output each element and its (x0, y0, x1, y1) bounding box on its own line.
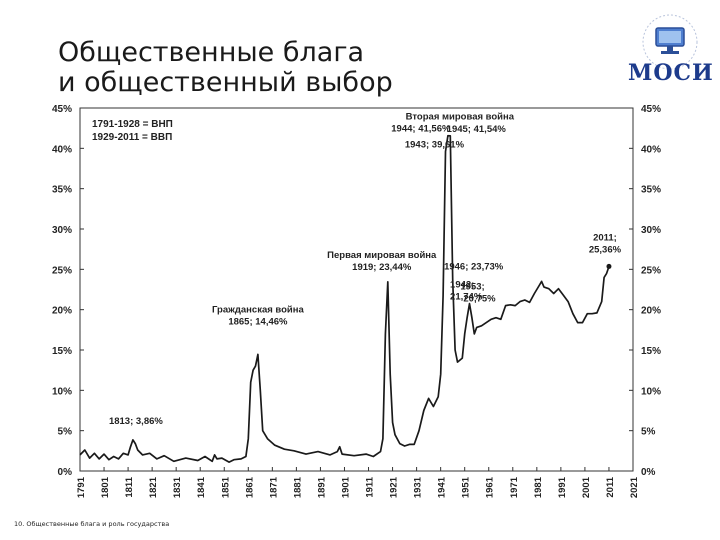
x-tick-label: 2021 (629, 476, 640, 498)
annotation-label: 1942; (450, 280, 474, 291)
x-tick-label: 1911 (365, 476, 376, 497)
data-point-2011 (606, 263, 612, 269)
legend-entry: 1929-2011 = ВВП (92, 132, 172, 143)
slide-title-line1: Общественные блага (58, 37, 365, 68)
x-tick-label: 1981 (533, 476, 544, 498)
x-tick-label: 1831 (172, 476, 183, 498)
annotation-label: 25,36% (589, 244, 622, 255)
x-tick-label: 1971 (509, 476, 520, 498)
x-tick-label: 1921 (389, 476, 400, 498)
gdp-share-chart: 0% 0% 5% 5% 10% 10% 15% 15% 20% 20% 25% 25% 30% 30% 35… (52, 104, 661, 498)
y-tick-label-right: 0% (641, 467, 656, 478)
annotation-label: 1944; 41,56% (391, 124, 451, 135)
x-tick-label: 1951 (461, 476, 472, 498)
y-tick-label-left: 0% (58, 467, 73, 478)
x-tick-label: 1941 (437, 476, 448, 498)
slide-title: Общественные блага и общественный выбор (58, 38, 393, 98)
y-tick-label-left: 15% (52, 346, 72, 357)
x-tick-label: 1811 (124, 476, 135, 497)
annotation-label: 1945; 41,54% (447, 124, 507, 135)
y-tick-label-right: 20% (641, 306, 661, 317)
x-tick-label: 1841 (196, 476, 207, 498)
annotation-label: 1813; 3,86% (109, 416, 163, 427)
annotation-label: 20,75% (463, 294, 496, 305)
x-tick-label: 1871 (268, 476, 279, 498)
x-tick-label: 1851 (220, 476, 231, 498)
series-line (79, 134, 610, 463)
x-tick-label: 1991 (557, 476, 568, 498)
y-tick-label-left: 20% (52, 306, 72, 317)
y-tick-label-right: 25% (641, 265, 661, 276)
x-tick-label: 1931 (413, 476, 424, 498)
y-tick-label-right: 35% (641, 185, 661, 196)
y-tick-label-left: 25% (52, 265, 72, 276)
y-tick-label-right: 5% (641, 427, 656, 438)
y-tick-label-left: 35% (52, 185, 72, 196)
mosi-logo: МОСИ (628, 8, 714, 92)
annotation-label: 1943; 39,61% (405, 139, 465, 150)
x-tick-label: 1891 (316, 476, 327, 498)
x-tick-label: 2011 (605, 476, 616, 497)
slide-footer: 10. Общественные блага и роль государств… (14, 520, 170, 528)
x-tick-label: 2001 (581, 476, 592, 498)
y-tick-label-right: 10% (641, 386, 661, 397)
logo-text: МОСИ (628, 60, 714, 86)
x-tick-label: 1861 (244, 476, 255, 498)
logo-emblem-icon (642, 14, 698, 70)
slide-title-line2: и общественный выбор (58, 67, 393, 98)
x-tick-label: 1901 (340, 476, 351, 498)
annotation-label: 21,74% (450, 292, 483, 303)
annotation-label: 1953; (460, 282, 484, 293)
annotation-label: Гражданская война (212, 304, 304, 315)
plot-frame (79, 107, 634, 472)
y-tick-label-right: 15% (641, 346, 661, 357)
x-tick-label: 1801 (100, 476, 111, 498)
annotation-label: Первая мировая война (327, 250, 437, 261)
y-tick-label-right: 45% (641, 104, 661, 115)
x-tick-label: 1961 (485, 476, 496, 498)
x-tick-label: 1791 (76, 476, 87, 498)
y-tick-label-left: 5% (58, 427, 73, 438)
annotation-label: 1865; 14,46% (228, 316, 288, 327)
annotation-label: 1946; 23,73% (444, 262, 504, 273)
y-tick-label-right: 40% (641, 144, 661, 155)
annotation-label: 1919; 23,44% (352, 262, 412, 273)
y-tick-label-left: 45% (52, 104, 72, 115)
y-tick-label-left: 30% (52, 225, 72, 236)
y-tick-label-left: 10% (52, 386, 72, 397)
y-tick-label-right: 30% (641, 225, 661, 236)
x-tick-label: 1821 (148, 476, 159, 498)
annotation-label: 2011; (593, 232, 617, 243)
x-tick-label: 1881 (292, 476, 303, 498)
annotation-label: Вторая мировая война (406, 112, 515, 123)
y-tick-label-left: 40% (52, 144, 72, 155)
legend-entry: 1791-1928 = ВНП (92, 119, 173, 130)
